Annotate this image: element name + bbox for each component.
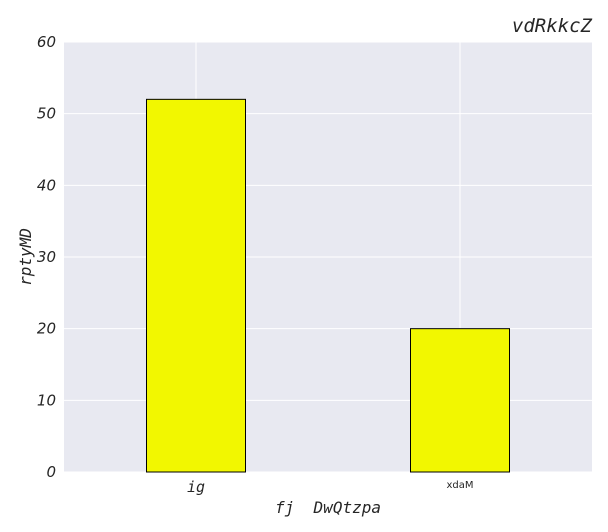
bar-ig: [146, 98, 246, 473]
y-tick-label: 10: [37, 391, 56, 409]
bar-xdaM: [410, 328, 510, 473]
x-axis-label: fj DwQtzpa: [275, 498, 381, 517]
x-tick-label: ig: [187, 478, 205, 496]
chart-title: vdRkkcZ: [512, 15, 593, 37]
y-tick-label: 40: [37, 176, 56, 194]
y-tick-label: 60: [37, 33, 56, 51]
y-tick-labels: 0 10 20 30 40 50 60: [37, 33, 56, 481]
x-tick-label: xdaM: [446, 480, 473, 491]
y-tick-label: 0: [46, 463, 56, 481]
y-tick-label: 20: [37, 320, 56, 338]
y-axis-label: rptyMD: [16, 228, 35, 286]
y-tick-label: 30: [37, 248, 56, 266]
y-tick-label: 50: [37, 105, 56, 123]
bars: [146, 98, 510, 473]
x-tick-labels: ig xdaM: [187, 478, 474, 496]
